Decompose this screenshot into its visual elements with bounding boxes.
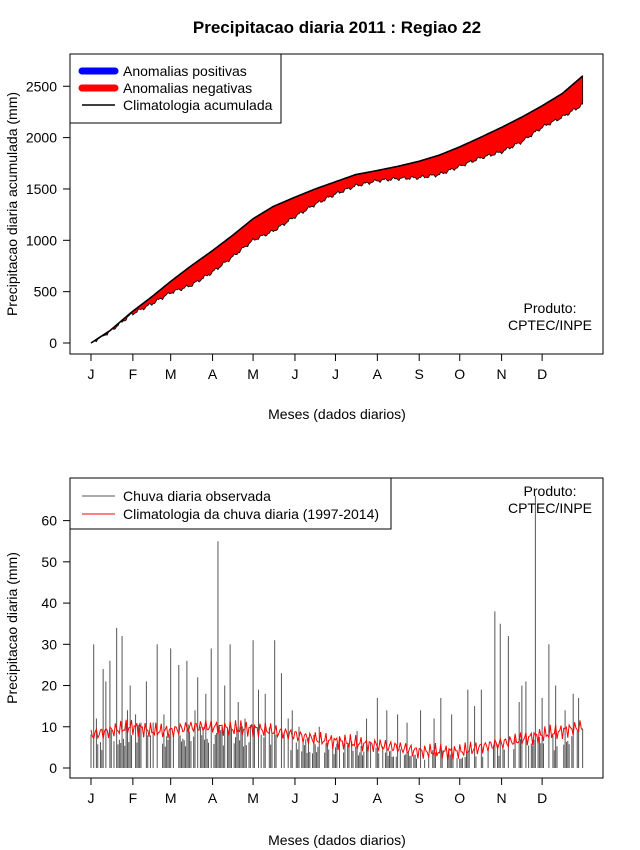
y-tick-label: 0: [49, 335, 57, 351]
y-tick-label: 60: [41, 513, 57, 529]
x-tick-label-10: N: [497, 366, 507, 382]
cumulative-y-axis-label: Precipitacao diaria acumulada (mm): [4, 92, 20, 316]
x-tick-label-6: J: [332, 790, 339, 806]
x-tick-label-5: J: [291, 790, 298, 806]
x-tick-label-2: M: [165, 366, 177, 382]
x-tick-label-11: D: [537, 790, 547, 806]
y-tick-label: 2500: [26, 78, 57, 94]
x-tick-label-1: F: [129, 790, 138, 806]
climatology-cumulative-line: [90, 75, 584, 344]
daily-x-axis-label: Meses (dados diarios): [268, 832, 406, 848]
legend-label-positive: Anomalias positivas: [123, 63, 247, 79]
x-tick-label-3: A: [208, 366, 218, 382]
daily-legend-box: [69, 477, 392, 530]
daily-legend: Chuva diaria observada Climatologia da c…: [69, 477, 392, 530]
y-tick-label: 20: [41, 678, 57, 694]
x-tick-label-8: S: [415, 366, 424, 382]
x-tick-label-9: O: [454, 366, 465, 382]
x-tick-label-4: M: [247, 790, 259, 806]
y-tick-label: 50: [41, 554, 57, 570]
legend-label-observed: Chuva diaria observada: [123, 488, 271, 504]
y-tick-label: 2000: [26, 130, 57, 146]
daily-panel: 0 10 20 30 40 50 60 J F M A M J J A S O N D Meses (dados …: [4, 477, 604, 848]
x-tick-label-4: M: [247, 366, 259, 382]
x-tick-label-0: J: [88, 790, 95, 806]
y-tick-label: 10: [41, 719, 57, 735]
y-tick-label: 1000: [26, 232, 57, 248]
legend-label-daily-climatology: Climatologia da chuva diaria (1997-2014): [123, 506, 379, 522]
cumulative-panel: 0 500 1000 1500 2000 2500 J F M A M J J A S O N D Meses …: [4, 53, 604, 422]
y-tick-label: 1500: [26, 181, 57, 197]
x-tick-label-1: F: [129, 366, 138, 382]
cumulative-legend: Anomalias positivas Anomalias negativas …: [69, 53, 282, 124]
x-tick-label-0: J: [88, 366, 95, 382]
x-tick-label-3: A: [208, 790, 218, 806]
producer-label-line2: CPTEC/INPE: [508, 317, 592, 333]
x-tick-label-5: J: [291, 366, 298, 382]
x-tick-label-8: S: [415, 790, 424, 806]
y-tick-label: 40: [41, 595, 57, 611]
y-tick-label: 0: [49, 760, 57, 776]
chart-title: Precipitacao diaria 2011 : Regiao 22: [193, 18, 481, 37]
x-tick-label-7: A: [373, 790, 383, 806]
cumulative-x-axis-label: Meses (dados diarios): [268, 406, 406, 422]
daily-y-axis-label: Precipitacao diaria (mm): [4, 552, 20, 704]
x-tick-label-7: A: [373, 366, 383, 382]
producer-label-line1: Produto:: [524, 300, 577, 316]
x-tick-label-6: J: [332, 366, 339, 382]
producer-label-line2: CPTEC/INPE: [508, 500, 592, 516]
producer-label-line1: Produto:: [524, 483, 577, 499]
x-tick-label-2: M: [165, 790, 177, 806]
daily-climatology-line: [90, 719, 583, 761]
y-tick-label: 30: [41, 636, 57, 652]
x-tick-label-10: N: [497, 790, 507, 806]
legend-label-negative: Anomalias negativas: [123, 80, 252, 96]
y-tick-label: 500: [34, 284, 58, 300]
x-tick-label-11: D: [537, 366, 547, 382]
legend-label-climatology: Climatologia acumulada: [123, 97, 273, 113]
x-tick-label-9: O: [454, 790, 465, 806]
